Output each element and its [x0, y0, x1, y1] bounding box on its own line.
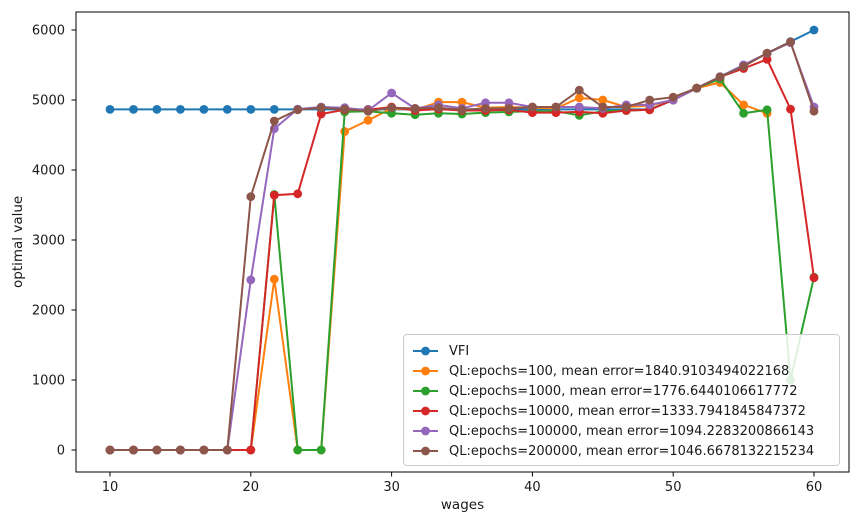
data-point [246, 275, 256, 285]
data-point [574, 102, 584, 112]
data-point [246, 445, 256, 455]
x-tick-label: 20 [243, 480, 260, 495]
legend-marker-icon [413, 426, 438, 436]
data-point [457, 97, 467, 107]
x-tick-label: 30 [383, 480, 400, 495]
data-point [176, 445, 185, 455]
data-point [363, 115, 373, 125]
legend-label: QL:epochs=10000, mean error=1333.7941845… [449, 403, 806, 419]
data-point [504, 104, 514, 113]
data-point [739, 108, 748, 118]
data-point [316, 109, 326, 119]
data-point [340, 104, 350, 114]
legend-entry: QL:epochs=200000, mean error=1046.667813… [412, 441, 839, 461]
data-point [246, 105, 256, 114]
data-point [293, 105, 303, 115]
legend-entry: VFI [412, 341, 839, 361]
y-tick-label: 5000 [32, 94, 65, 109]
data-point [598, 95, 608, 105]
legend-label: QL:epochs=100000, mean error=1094.228320… [449, 423, 815, 439]
data-point [621, 102, 631, 112]
data-point [739, 100, 748, 110]
data-point [246, 192, 256, 202]
legend: VFI QL:epochs=100, mean error=1840.910349… [403, 334, 840, 466]
data-point [457, 105, 467, 115]
data-point [222, 105, 232, 114]
y-tick-label: 1000 [32, 374, 65, 389]
data-point [786, 104, 795, 114]
x-axis-label: wages [440, 497, 485, 513]
data-point [222, 445, 232, 455]
legend-label: QL:epochs=200000, mean error=1046.667813… [449, 443, 815, 459]
data-point [129, 105, 138, 114]
data-point [269, 105, 279, 114]
x-tick-label: 40 [524, 480, 541, 495]
data-point [363, 106, 373, 116]
data-point [668, 92, 678, 102]
data-point [739, 62, 748, 71]
data-point [762, 105, 772, 115]
data-point [105, 105, 115, 114]
legend-marker-icon [413, 366, 438, 376]
data-point [786, 37, 795, 47]
y-tick-label: 6000 [32, 24, 65, 39]
legend-label: QL:epochs=100, mean error=1840.910349402… [449, 363, 790, 379]
data-point [387, 88, 396, 98]
data-point [199, 445, 209, 455]
data-point [152, 445, 162, 455]
legend-label: VFI [449, 343, 470, 359]
data-point [528, 102, 537, 112]
legend-entry: QL:epochs=100, mean error=1840.910349402… [412, 361, 839, 381]
data-point [434, 103, 443, 113]
data-point [481, 104, 490, 113]
data-point [269, 116, 279, 126]
legend-marker-icon [413, 346, 438, 356]
x-tick-label: 50 [665, 480, 682, 495]
data-point [574, 93, 584, 103]
data-point [269, 274, 279, 284]
legend-marker-icon [413, 386, 438, 396]
legend-marker-icon [413, 406, 438, 416]
y-tick-label: 4000 [32, 164, 65, 179]
data-point [692, 83, 702, 93]
legend-entry: QL:epochs=10000, mean error=1333.7941845… [412, 401, 839, 421]
data-point [645, 95, 655, 105]
y-tick-label: 3000 [32, 234, 65, 249]
data-point [316, 103, 326, 113]
data-point [809, 25, 819, 35]
x-tick-label: 60 [806, 480, 823, 495]
y-axis-label: optimal value [10, 195, 26, 288]
data-point [715, 72, 725, 82]
data-point [316, 445, 326, 455]
data-point [340, 127, 350, 136]
data-point [387, 103, 396, 113]
data-point [762, 48, 772, 58]
legend-marker-icon [413, 446, 438, 456]
data-point [574, 85, 584, 95]
data-point [105, 445, 115, 455]
data-point [293, 189, 303, 199]
data-point [269, 190, 279, 200]
data-point [809, 273, 819, 283]
data-point [199, 105, 209, 114]
y-tick-label: 2000 [32, 304, 65, 319]
x-tick-label: 10 [102, 480, 119, 495]
data-point [809, 106, 819, 116]
data-point [152, 105, 162, 114]
data-point [176, 105, 185, 114]
data-point [762, 55, 772, 64]
data-point [551, 102, 561, 112]
data-point [293, 445, 303, 455]
legend-label: QL:epochs=1000, mean error=1776.64401066… [449, 383, 798, 399]
legend-entry: QL:epochs=1000, mean error=1776.64401066… [412, 381, 839, 401]
legend-entry: QL:epochs=100000, mean error=1094.228320… [412, 421, 839, 441]
data-point [410, 104, 420, 113]
data-point [129, 445, 138, 455]
y-tick-label: 0 [57, 444, 65, 459]
data-point [598, 102, 608, 112]
